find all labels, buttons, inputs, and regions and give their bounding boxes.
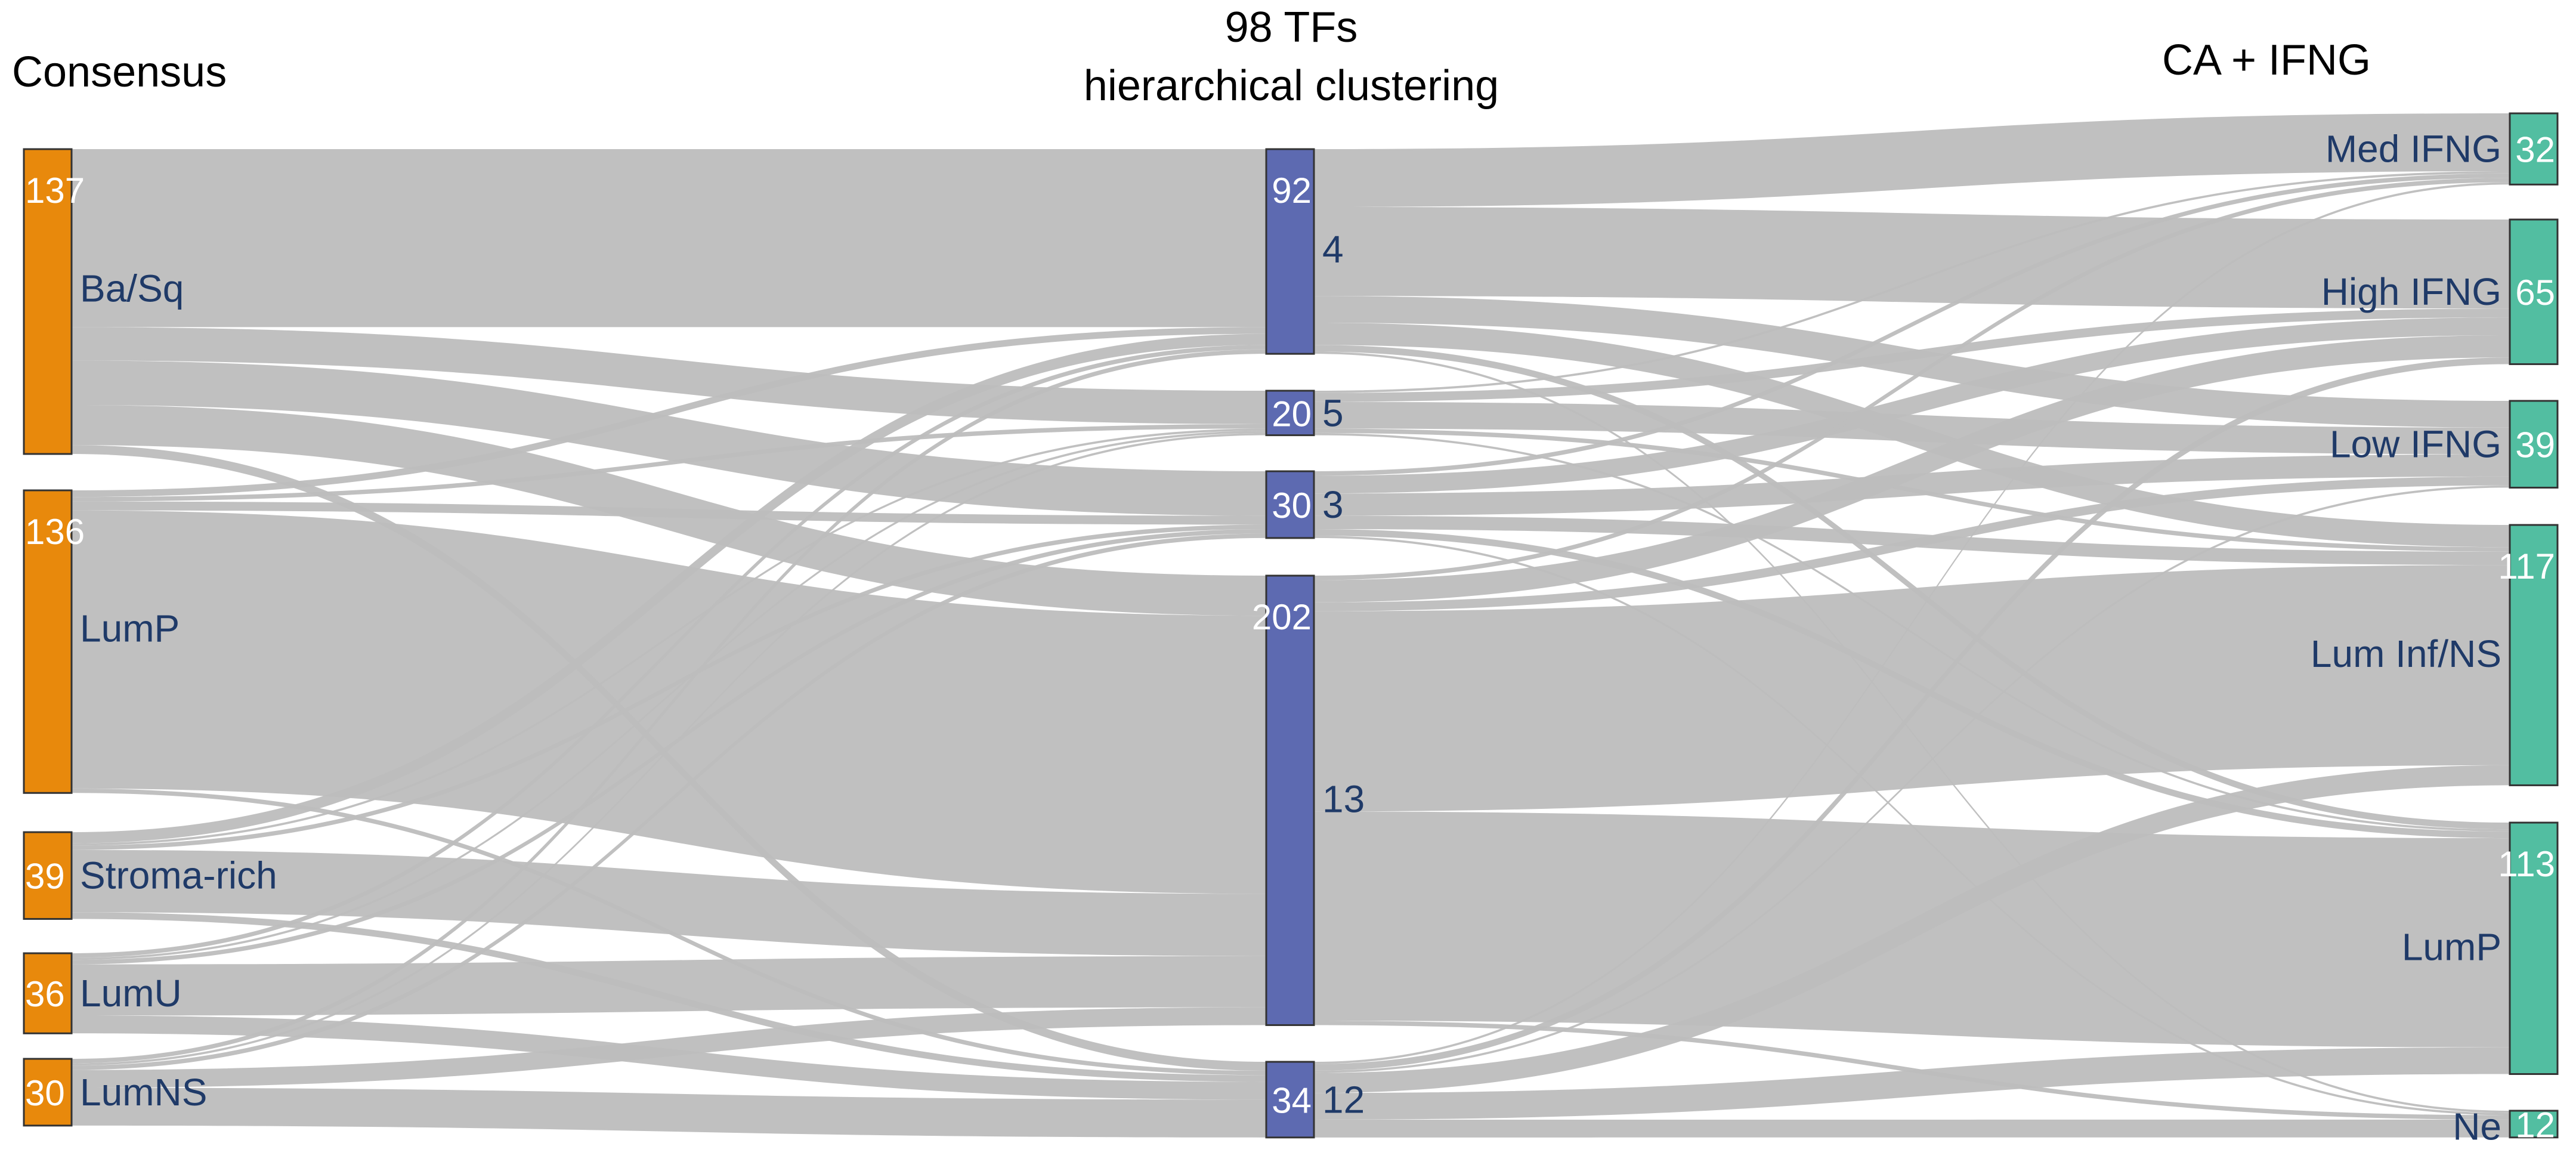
link-c13-to-medifng xyxy=(1314,178,2510,580)
link-c5-to-lowifng xyxy=(1314,401,2510,455)
link-lumu-to-c13 xyxy=(72,956,1266,1016)
column-title-tfs-line2: hierarchical clustering xyxy=(1084,62,1499,110)
link-c5-to-medifng xyxy=(1314,171,2510,393)
node-label-lump_r: LumP xyxy=(2402,926,2501,969)
link-stroma-to-c4 xyxy=(72,333,1266,843)
node-c12 xyxy=(1265,1061,1315,1139)
node-label-ne: Ne xyxy=(2453,1105,2501,1148)
node-count-lump_r: 113 xyxy=(2498,844,2555,884)
link-c13-to-highifng xyxy=(1314,335,2510,602)
node-lump_r xyxy=(2509,821,2559,1075)
link-c4-to-medifng xyxy=(1314,113,2510,207)
link-lumu-to-c5 xyxy=(72,431,1266,960)
link-basq-to-c4 xyxy=(72,149,1266,327)
node-label-basq: Ba/Sq xyxy=(80,267,184,310)
link-c13-to-lowifng xyxy=(1314,476,2510,611)
node-stroma xyxy=(23,831,73,920)
link-lump_c-to-c5 xyxy=(72,424,1266,502)
node-label-lumu: LumU xyxy=(80,972,182,1015)
link-lump_c-to-c13 xyxy=(72,510,1266,894)
node-label-c13: 13 xyxy=(1322,778,1365,821)
column-title-consensus: Consensus xyxy=(12,48,227,96)
node-label-lump_c: LumP xyxy=(80,607,180,650)
node-label-c12: 12 xyxy=(1322,1078,1365,1121)
node-lumns xyxy=(23,1058,73,1127)
link-c3-to-lowifng xyxy=(1314,454,2510,516)
node-highifng xyxy=(2509,218,2559,365)
link-c3-to-highifng xyxy=(1314,317,2510,494)
link-c13-to-luminf xyxy=(1314,565,2510,812)
node-label-lowifng: Low IFNG xyxy=(2330,423,2501,466)
link-c12-to-luminf xyxy=(1314,765,2510,1093)
node-label-stroma: Stroma-rich xyxy=(80,854,277,897)
link-c12-to-lump_r xyxy=(1314,1047,2510,1120)
node-count-lumu: 36 xyxy=(25,974,65,1014)
node-label-luminf: Lum Inf/NS xyxy=(2311,632,2501,675)
node-count-medifng: 32 xyxy=(2515,130,2555,170)
node-label-c3: 3 xyxy=(1322,483,1344,526)
node-medifng xyxy=(2509,112,2559,186)
link-c12-to-lowifng xyxy=(1314,485,2510,1073)
node-count-lumns: 30 xyxy=(25,1073,65,1113)
link-lump_c-to-c3 xyxy=(72,501,1266,525)
node-count-stroma: 39 xyxy=(25,857,65,897)
link-stroma-to-c3 xyxy=(72,524,1266,850)
link-c3-to-medifng xyxy=(1314,173,2510,476)
node-count-ne: 12 xyxy=(2515,1105,2555,1145)
node-basq xyxy=(23,148,73,455)
links-layer xyxy=(72,113,2510,1138)
node-label-c4: 4 xyxy=(1322,228,1344,271)
node-c13 xyxy=(1265,574,1315,1026)
node-label-lumns: LumNS xyxy=(80,1071,207,1114)
link-lumns-to-c5 xyxy=(72,432,1266,1066)
column-title-tfs-line1: 98 TFs xyxy=(1225,4,1358,51)
nodes-layer: 137 Ba/Sq 136 LumP 39 Stroma-rich 36 LumU 30 LumN… xyxy=(23,112,2559,1148)
link-lumns-to-c3 xyxy=(72,533,1266,1070)
link-c12-to-highifng xyxy=(1314,357,2510,1071)
link-basq-to-c3 xyxy=(72,360,1266,516)
link-lumu-to-c12 xyxy=(72,1015,1266,1100)
node-c5 xyxy=(1265,390,1315,437)
node-label-highifng: High IFNG xyxy=(2321,270,2501,313)
node-label-c5: 5 xyxy=(1322,391,1344,434)
node-count-c5: 20 xyxy=(1272,394,1312,434)
node-label-medifng: Med IFNG xyxy=(2325,128,2501,171)
link-c4-to-lump_r xyxy=(1314,345,2510,830)
link-c13-to-ne xyxy=(1314,1021,2510,1120)
link-c12-to-medifng xyxy=(1314,182,2510,1064)
link-lumu-to-c4 xyxy=(72,345,1266,958)
link-c5-to-highifng xyxy=(1314,308,2510,402)
column-title-caifng: CA + IFNG xyxy=(2162,36,2371,84)
node-luminf xyxy=(2509,524,2559,786)
node-count-luminf: 117 xyxy=(2498,546,2555,586)
node-lumu xyxy=(23,952,73,1034)
node-c4 xyxy=(1265,148,1315,355)
node-c3 xyxy=(1265,470,1315,539)
node-lump_c xyxy=(23,489,73,794)
link-lumns-to-c12 xyxy=(72,1087,1266,1138)
link-c12-to-ne xyxy=(1314,1119,2510,1138)
node-count-highifng: 65 xyxy=(2515,273,2555,313)
link-lumns-to-c4 xyxy=(72,349,1266,1064)
node-count-c3: 30 xyxy=(1272,486,1312,526)
link-lumns-to-c13 xyxy=(72,1007,1266,1088)
link-stroma-to-c13 xyxy=(72,849,1266,956)
node-count-lump_c: 136 xyxy=(25,512,85,552)
node-count-c13: 202 xyxy=(1252,597,1312,637)
node-count-basq: 137 xyxy=(25,171,85,211)
link-c4-to-lowifng xyxy=(1314,296,2510,428)
link-c4-to-highifng xyxy=(1314,206,2510,309)
node-count-c12: 34 xyxy=(1272,1080,1312,1120)
link-basq-to-c5 xyxy=(72,327,1266,424)
link-lumu-to-c3 xyxy=(72,529,1266,965)
node-lowifng xyxy=(2509,400,2559,489)
node-ne xyxy=(2509,1110,2559,1139)
node-count-c4: 92 xyxy=(1272,171,1312,211)
node-count-lowifng: 39 xyxy=(2515,425,2555,465)
link-lump_c-to-c4 xyxy=(72,327,1266,498)
link-stroma-to-c5 xyxy=(72,428,1266,846)
